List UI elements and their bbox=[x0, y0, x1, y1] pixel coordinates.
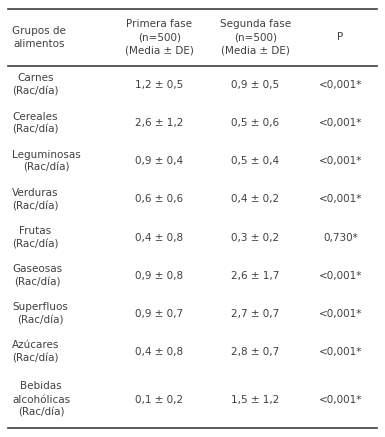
Text: 2,6 ± 1,2: 2,6 ± 1,2 bbox=[135, 118, 183, 128]
Text: 0,9 ± 0,8: 0,9 ± 0,8 bbox=[135, 271, 183, 281]
Text: Primera fase
(n=500)
(Media ± DE): Primera fase (n=500) (Media ± DE) bbox=[125, 19, 194, 55]
Text: Frutas
(Rac/día): Frutas (Rac/día) bbox=[12, 226, 59, 249]
Text: 0,9 ± 0,7: 0,9 ± 0,7 bbox=[135, 309, 183, 319]
Text: <0,001*: <0,001* bbox=[319, 395, 362, 405]
Text: 0,730*: 0,730* bbox=[323, 232, 358, 243]
Text: Carnes
(Rac/día): Carnes (Rac/día) bbox=[12, 73, 59, 97]
Text: 0,5 ± 0,4: 0,5 ± 0,4 bbox=[231, 156, 280, 166]
Text: Azúcares
(Rac/día): Azúcares (Rac/día) bbox=[12, 340, 60, 364]
Text: Bebidas
alcohólicas
(Rac/día): Bebidas alcohólicas (Rac/día) bbox=[12, 382, 70, 418]
Text: P: P bbox=[337, 32, 343, 42]
Text: 0,6 ± 0,6: 0,6 ± 0,6 bbox=[135, 194, 183, 205]
Text: <0,001*: <0,001* bbox=[319, 194, 362, 205]
Text: Verduras
(Rac/día): Verduras (Rac/día) bbox=[12, 188, 59, 211]
Text: Grupos de
alimentos: Grupos de alimentos bbox=[12, 26, 66, 49]
Text: 0,4 ± 0,8: 0,4 ± 0,8 bbox=[135, 347, 183, 357]
Text: 1,5 ± 1,2: 1,5 ± 1,2 bbox=[231, 395, 280, 405]
Text: Cereales
(Rac/día): Cereales (Rac/día) bbox=[12, 111, 59, 135]
Text: <0,001*: <0,001* bbox=[319, 80, 362, 90]
Text: 0,4 ± 0,2: 0,4 ± 0,2 bbox=[231, 194, 280, 205]
Text: Leguminosas
(Rac/día): Leguminosas (Rac/día) bbox=[12, 150, 81, 173]
Text: 1,2 ± 0,5: 1,2 ± 0,5 bbox=[135, 80, 183, 90]
Text: <0,001*: <0,001* bbox=[319, 156, 362, 166]
Text: 2,7 ± 0,7: 2,7 ± 0,7 bbox=[231, 309, 280, 319]
Text: 0,5 ± 0,6: 0,5 ± 0,6 bbox=[231, 118, 280, 128]
Text: 0,3 ± 0,2: 0,3 ± 0,2 bbox=[231, 232, 280, 243]
Text: <0,001*: <0,001* bbox=[319, 118, 362, 128]
Text: <0,001*: <0,001* bbox=[319, 309, 362, 319]
Text: 0,9 ± 0,4: 0,9 ± 0,4 bbox=[135, 156, 183, 166]
Text: Segunda fase
(n=500)
(Media ± DE): Segunda fase (n=500) (Media ± DE) bbox=[220, 19, 291, 55]
Text: 0,4 ± 0,8: 0,4 ± 0,8 bbox=[135, 232, 183, 243]
Text: 0,9 ± 0,5: 0,9 ± 0,5 bbox=[231, 80, 280, 90]
Text: 0,1 ± 0,2: 0,1 ± 0,2 bbox=[135, 395, 183, 405]
Text: Superfluos
(Rac/día): Superfluos (Rac/día) bbox=[12, 302, 68, 326]
Text: <0,001*: <0,001* bbox=[319, 271, 362, 281]
Text: Gaseosas
(Rac/día): Gaseosas (Rac/día) bbox=[12, 264, 62, 287]
Text: 2,8 ± 0,7: 2,8 ± 0,7 bbox=[231, 347, 280, 357]
Text: <0,001*: <0,001* bbox=[319, 347, 362, 357]
Text: 2,6 ± 1,7: 2,6 ± 1,7 bbox=[231, 271, 280, 281]
